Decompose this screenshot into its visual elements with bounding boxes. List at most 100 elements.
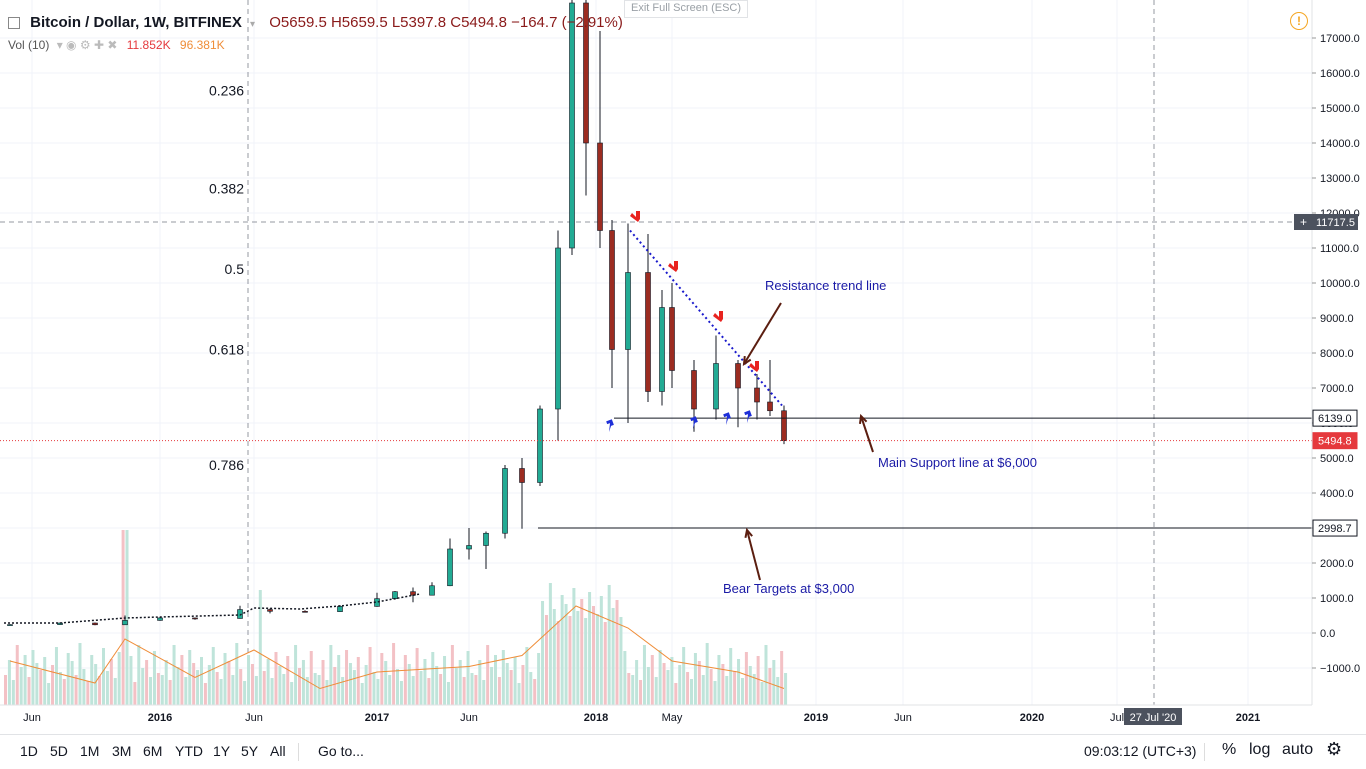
volume-bar: [250, 664, 254, 705]
volume-bar: [627, 673, 631, 705]
time-axis-label: Jul: [1110, 712, 1124, 724]
resistance-touch-arrow: [713, 311, 723, 322]
time-axis-label: May: [662, 712, 683, 724]
crosshair-date-label: 27 Jul '20: [1130, 712, 1177, 724]
volume-bar: [678, 665, 682, 705]
clock[interactable]: 09:03:12 (UTC+3): [1084, 743, 1197, 759]
candle-body: [267, 609, 273, 612]
volume-bar: [133, 682, 137, 705]
time-axis-label: 2018: [584, 712, 608, 724]
volume-bar: [94, 664, 98, 705]
volume-bar: [631, 675, 635, 705]
volume-bar: [243, 681, 247, 705]
range-all[interactable]: All: [270, 743, 286, 759]
range-ytd[interactable]: YTD: [175, 743, 203, 759]
fib-level-label: 0.5: [225, 261, 245, 277]
warning-icon[interactable]: !: [1290, 12, 1308, 30]
log-toggle[interactable]: log: [1249, 741, 1271, 758]
candle-body: [502, 468, 508, 534]
range-1d[interactable]: 1D: [20, 743, 38, 759]
volume-bar: [129, 656, 133, 705]
volume-bar: [113, 678, 117, 705]
volume-bar: [149, 677, 153, 705]
range-5d[interactable]: 5D: [50, 743, 68, 759]
price-axis-label: 14000.0: [1320, 138, 1360, 150]
volume-bar: [454, 668, 458, 705]
volume-bar: [525, 647, 529, 705]
volume-bar: [595, 614, 599, 705]
volume-bar: [764, 645, 768, 705]
volume-bar: [584, 618, 588, 705]
range-5y[interactable]: 5Y: [241, 743, 259, 759]
volume-bar: [533, 679, 537, 705]
exit-fullscreen-button[interactable]: Exit Full Screen (ESC): [624, 0, 749, 18]
candle-body: [483, 532, 489, 546]
volume-bar: [66, 653, 70, 705]
volume-bar: [611, 608, 615, 705]
time-axis-label: 2020: [1020, 712, 1044, 724]
gear-icon[interactable]: ⚙: [1326, 739, 1343, 759]
volume-bar: [682, 647, 686, 705]
volume-bar: [19, 667, 23, 705]
volume-bar: [203, 683, 207, 705]
volume-bar: [705, 643, 709, 705]
price-axis-label: 13000.0: [1320, 173, 1360, 185]
bear-callout-arrow: [746, 529, 761, 581]
volume-bar: [298, 668, 301, 705]
candle-body: [645, 272, 651, 392]
goto-button[interactable]: Go to...: [318, 743, 364, 759]
symbol-title[interactable]: Bitcoin / Dollar, 1W, BITFINEX: [30, 14, 242, 31]
volume-bar: [329, 645, 333, 705]
chevron-down-icon[interactable]: ▾: [250, 19, 256, 30]
volume-bar: [176, 667, 180, 705]
candle-body: [597, 142, 603, 231]
candle-body: [555, 247, 561, 410]
volume-bar: [196, 670, 200, 705]
volume-bar: [305, 677, 309, 705]
volume-bar: [588, 592, 592, 705]
volume-bar: [701, 675, 705, 705]
volume-bar: [145, 660, 149, 705]
volume-bar: [548, 583, 552, 705]
candle-body: [392, 591, 398, 600]
candle-body: [429, 585, 435, 596]
range-6m[interactable]: 6M: [143, 743, 163, 759]
volume-bar: [121, 530, 125, 705]
volume-label[interactable]: Vol (10): [8, 38, 50, 52]
resistance-touch-arrow: [630, 211, 640, 222]
volume-bar: [674, 683, 678, 705]
volume-bar: [152, 651, 156, 705]
volume-bar: [482, 680, 486, 705]
volume-bar: [258, 590, 262, 705]
volume-bar: [415, 648, 419, 705]
range-1y[interactable]: 1Y: [213, 743, 231, 759]
range-1m[interactable]: 1M: [80, 743, 100, 759]
candle-body: [609, 230, 615, 350]
volume-bar: [39, 670, 43, 705]
support-callout-arrow-head: [858, 413, 868, 425]
chart-header: Bitcoin / Dollar, 1W, BITFINEX ▾ O5659.5…: [8, 14, 623, 31]
volume-bar: [744, 652, 748, 705]
support-annotation: Main Support line at $6,000: [878, 455, 1037, 470]
volume-bar: [262, 671, 266, 705]
volume-bar: [109, 659, 113, 705]
volume-bar: [98, 676, 102, 705]
price-label-box: [1312, 519, 1358, 537]
volume-bar: [431, 652, 435, 705]
volume-bar: [450, 645, 454, 705]
volume-bar: [411, 676, 415, 705]
volume-bar: [439, 674, 443, 705]
percent-toggle[interactable]: %: [1222, 741, 1237, 758]
collapse-icon[interactable]: [8, 17, 20, 30]
volume-bar: [709, 669, 713, 705]
settings-icon[interactable]: ▾ ◉ ⚙ ✚ ✖: [56, 38, 118, 52]
volume-bar: [772, 660, 776, 705]
volume-bar: [693, 653, 697, 705]
volume-bar: [54, 647, 58, 705]
range-3m[interactable]: 3M: [112, 743, 132, 759]
candle-body: [735, 363, 741, 389]
volume-bar: [270, 678, 274, 705]
auto-toggle[interactable]: auto: [1282, 741, 1314, 758]
price-label: 6139.0: [1318, 413, 1352, 425]
